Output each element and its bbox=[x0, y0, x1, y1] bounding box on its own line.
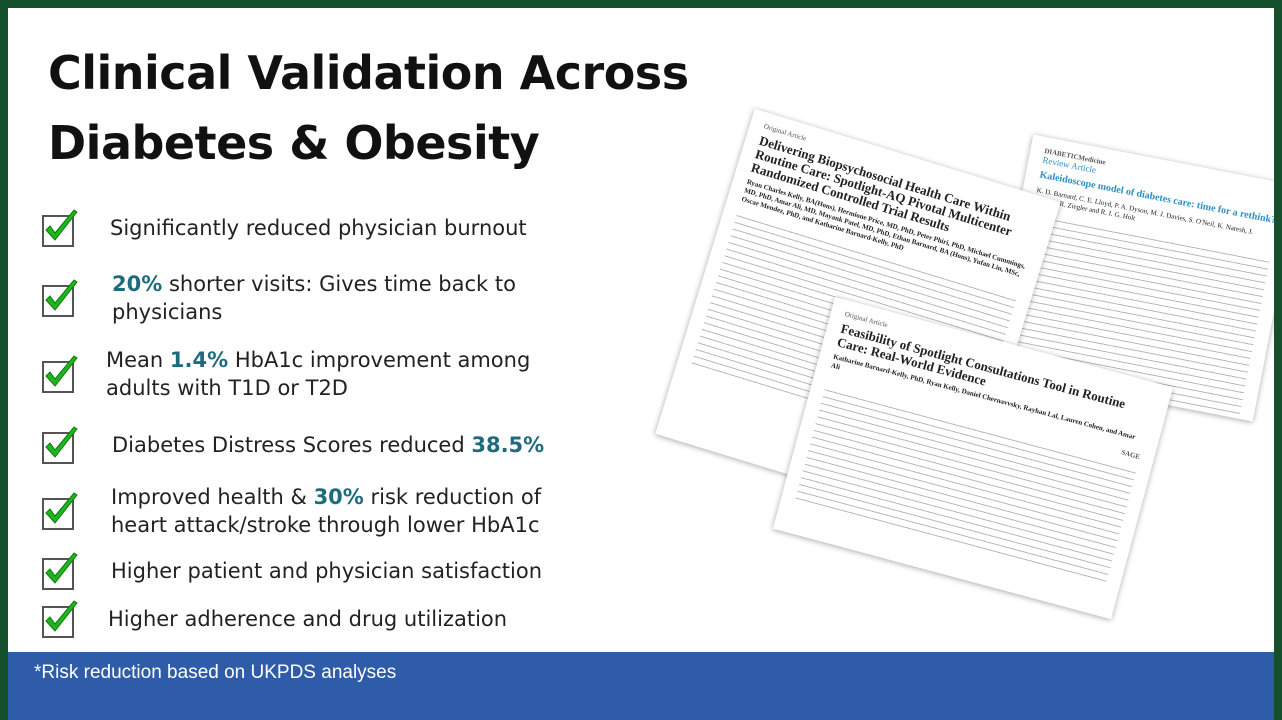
text-segment: Diabetes Distress Scores reduced bbox=[112, 433, 472, 457]
highlight-text: 38.5% bbox=[471, 433, 545, 457]
text-segment: Significantly reduced physician burnout bbox=[110, 216, 527, 240]
text-segment: Higher adherence and drug utilization bbox=[108, 607, 508, 631]
bullet-item: Improved health & 30% risk reduction of … bbox=[40, 483, 600, 539]
check-icon bbox=[42, 600, 78, 638]
highlight-text: 30% bbox=[313, 485, 364, 509]
check-icon bbox=[42, 279, 78, 317]
text-segment: risk reduction of heart attack/stroke th… bbox=[111, 485, 542, 537]
text-segment: Higher patient and physician satisfactio… bbox=[111, 559, 543, 583]
text-segment: Mean bbox=[106, 348, 170, 372]
highlight-text: 1.4% bbox=[169, 348, 229, 372]
bullet-item: 20% shorter visits: Gives time back to p… bbox=[40, 270, 600, 326]
bullet-item: Diabetes Distress Scores reduced 38.5% bbox=[40, 417, 600, 473]
check-icon bbox=[42, 209, 78, 247]
footnote: *Risk reduction based on UKPDS analyses bbox=[34, 662, 397, 683]
text-segment: Improved health & bbox=[111, 485, 314, 509]
highlight-text: 20% bbox=[112, 272, 163, 296]
check-icon bbox=[42, 552, 78, 590]
check-icon bbox=[42, 492, 78, 530]
bullet-text: Mean 1.4% HbA1c improvement among adults… bbox=[106, 346, 546, 402]
bullet-text: Higher adherence and drug utilization bbox=[108, 605, 507, 633]
bullet-text: 20% shorter visits: Gives time back to p… bbox=[112, 270, 552, 326]
title-line: Clinical Validation Across bbox=[48, 46, 689, 100]
footer-band: *Risk reduction based on UKPDS analyses bbox=[8, 652, 1274, 720]
bullet-text: Higher patient and physician satisfactio… bbox=[111, 557, 542, 585]
title-line: Diabetes & Obesity bbox=[48, 116, 540, 170]
bullet-text: Significantly reduced physician burnout bbox=[110, 214, 527, 242]
slide: Clinical Validation Across Diabetes & Ob… bbox=[8, 8, 1274, 720]
bullet-item: Significantly reduced physician burnout bbox=[40, 200, 600, 256]
slide-title: Clinical Validation Across Diabetes & Ob… bbox=[48, 38, 689, 178]
bullet-item: Higher adherence and drug utilization bbox=[40, 591, 600, 647]
text-segment: HbA1c improvement among adults with T1D … bbox=[106, 348, 531, 400]
bullet-item: Higher patient and physician satisfactio… bbox=[40, 543, 600, 599]
check-icon bbox=[42, 426, 78, 464]
text-segment: shorter visits: Gives time back to physi… bbox=[112, 272, 516, 324]
bullet-text: Diabetes Distress Scores reduced 38.5% bbox=[112, 431, 544, 459]
bullet-text: Improved health & 30% risk reduction of … bbox=[111, 483, 551, 539]
check-icon bbox=[42, 355, 78, 393]
bullet-item: Mean 1.4% HbA1c improvement among adults… bbox=[40, 346, 600, 402]
